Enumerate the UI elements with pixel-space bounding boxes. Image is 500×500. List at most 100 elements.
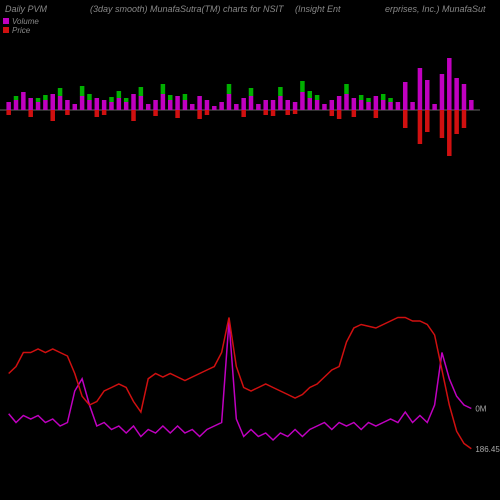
bar-neutral — [58, 96, 63, 110]
bar-neutral — [322, 104, 327, 110]
bar-up — [249, 88, 254, 96]
bar-neutral — [65, 100, 70, 110]
bar-neutral — [234, 104, 239, 110]
bar-neutral — [241, 98, 246, 110]
bar-neutral — [330, 100, 335, 110]
bar-neutral — [14, 100, 19, 110]
bar-down — [175, 110, 180, 118]
bar-down — [447, 110, 452, 156]
bar-neutral — [300, 92, 305, 110]
bar-neutral — [352, 98, 357, 110]
bar-neutral — [80, 96, 85, 110]
bar-neutral — [440, 74, 445, 110]
bar-up — [315, 95, 320, 100]
bar-down — [285, 110, 290, 115]
legend-price-label: Price — [12, 26, 31, 35]
bar-neutral — [146, 104, 151, 110]
bar-up — [36, 98, 41, 102]
bar-neutral — [432, 104, 437, 110]
bar-up — [388, 98, 393, 102]
price-axis-label: 186.45 — [475, 445, 500, 454]
bar-down — [6, 110, 11, 115]
bar-down — [418, 110, 423, 144]
bar-down — [454, 110, 459, 134]
bar-neutral — [6, 102, 11, 110]
bar-up — [381, 94, 386, 100]
bar-neutral — [73, 104, 78, 110]
bar-neutral — [359, 100, 364, 110]
bar-neutral — [190, 104, 195, 110]
bar-up — [117, 91, 122, 98]
bar-neutral — [36, 102, 41, 110]
bar-down — [293, 110, 298, 114]
bar-down — [205, 110, 210, 115]
header-center-right: (Insight Ent — [295, 4, 341, 14]
bar-neutral — [95, 98, 100, 110]
bar-down — [50, 110, 55, 121]
volume-axis-label: 0M — [475, 405, 486, 414]
bar-neutral — [447, 58, 452, 110]
bar-up — [183, 94, 188, 100]
bar-neutral — [271, 100, 276, 110]
bar-down — [337, 110, 342, 119]
bar-down — [374, 110, 379, 118]
bar-neutral — [183, 100, 188, 110]
bar-up — [278, 87, 283, 96]
bar-down — [95, 110, 100, 117]
bar-up — [300, 81, 305, 92]
bar-neutral — [374, 96, 379, 110]
bar-neutral — [175, 96, 180, 110]
bar-down — [241, 110, 246, 117]
bar-neutral — [102, 100, 107, 110]
bar-down — [403, 110, 408, 128]
chart-background — [0, 0, 500, 500]
bar-neutral — [315, 100, 320, 110]
legend-volume-label: Volume — [12, 17, 39, 26]
bar-down — [102, 110, 107, 115]
bar-neutral — [256, 104, 261, 110]
bar-up — [43, 95, 48, 100]
bar-neutral — [197, 96, 202, 110]
financial-chart: Daily PVM (3day smooth) MunafaSutra(TM) … — [0, 0, 500, 500]
bar-up — [227, 84, 232, 94]
bar-up — [14, 96, 19, 100]
bar-neutral — [131, 94, 136, 110]
bar-neutral — [278, 96, 283, 110]
bar-up — [139, 87, 144, 96]
bar-down — [330, 110, 335, 116]
bar-neutral — [366, 102, 371, 110]
bar-neutral — [139, 96, 144, 110]
legend-price-swatch — [3, 27, 9, 33]
bar-down — [425, 110, 430, 132]
bar-down — [271, 110, 276, 116]
chart-svg: Daily PVM (3day smooth) MunafaSutra(TM) … — [0, 0, 500, 500]
bar-neutral — [403, 82, 408, 110]
bar-neutral — [308, 98, 313, 110]
bar-neutral — [285, 100, 290, 110]
bar-down — [462, 110, 467, 128]
bar-neutral — [43, 100, 48, 110]
bar-neutral — [388, 102, 393, 110]
bar-up — [124, 98, 129, 102]
bar-neutral — [418, 68, 423, 110]
bar-neutral — [28, 98, 33, 110]
bar-up — [366, 98, 371, 102]
bar-neutral — [454, 78, 459, 110]
legend-volume-swatch — [3, 18, 9, 24]
header-left: Daily PVM — [5, 4, 48, 14]
bar-up — [344, 84, 349, 94]
bar-up — [80, 86, 85, 96]
bar-neutral — [168, 100, 173, 110]
bar-neutral — [227, 94, 232, 110]
bar-neutral — [161, 94, 166, 110]
bar-up — [87, 94, 92, 100]
bar-down — [197, 110, 202, 119]
bar-neutral — [21, 92, 26, 110]
bar-neutral — [396, 102, 401, 110]
bar-neutral — [117, 98, 122, 110]
bar-neutral — [50, 94, 55, 110]
bar-neutral — [337, 96, 342, 110]
header-right: erprises, Inc.) MunafaSut — [385, 4, 486, 14]
bar-neutral — [109, 102, 114, 110]
bar-neutral — [381, 100, 386, 110]
